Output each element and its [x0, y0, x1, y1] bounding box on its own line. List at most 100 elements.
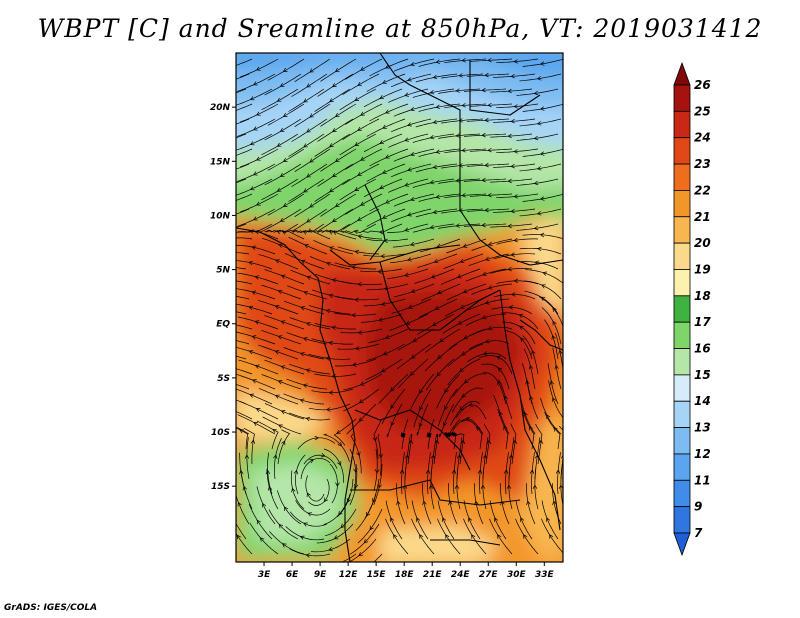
streamline: [444, 58, 487, 64]
streamline-arrow: [532, 484, 538, 489]
streamline-arrow: [306, 218, 311, 223]
streamline: [522, 103, 563, 112]
streamline: [446, 283, 487, 301]
streamline: [261, 284, 302, 300]
streamline-arrow: [360, 66, 365, 71]
streamline: [277, 429, 291, 465]
streamline: [314, 178, 351, 202]
streamline-arrow: [385, 109, 390, 114]
streamline: [288, 88, 325, 112]
streamline-arrow: [402, 484, 408, 489]
streamline-arrow: [254, 364, 260, 369]
streamline-arrow: [280, 365, 286, 370]
streamline: [266, 229, 305, 240]
colorbar-segment: [673, 163, 691, 191]
streamline-arrow: [415, 517, 421, 522]
streamline: [540, 397, 562, 435]
streamline-arrow: [357, 234, 363, 239]
streamline-arrow: [227, 169, 231, 173]
streamline: [444, 193, 487, 199]
streamline-arrow: [281, 543, 287, 548]
streamline: [385, 500, 403, 540]
streamline: [337, 478, 354, 518]
streamline: [407, 434, 413, 465]
streamline: [337, 296, 380, 301]
streamline: [526, 483, 536, 525]
streamline: [415, 208, 458, 218]
streamline: [464, 133, 507, 137]
streamline-arrow: [256, 519, 261, 525]
streamline-arrow: [305, 368, 311, 373]
streamline-arrow: [282, 112, 288, 117]
streamline-arrow: [552, 307, 557, 312]
streamline: [388, 178, 429, 193]
streamline: [261, 330, 302, 345]
credit-label: GrADS: IGES/COLA: [4, 603, 98, 613]
streamline: [236, 163, 276, 182]
streamline-arrow: [430, 454, 436, 460]
streamline: [415, 163, 458, 173]
streamline-arrow: [525, 379, 530, 385]
streamline-arrow: [520, 337, 525, 343]
streamline-arrow: [461, 393, 467, 398]
streamline-arrow: [513, 278, 519, 284]
streamline: [519, 118, 562, 127]
streamline-arrow: [539, 106, 545, 111]
streamline-arrow: [382, 169, 387, 174]
streamline: [286, 332, 328, 345]
streamline: [496, 238, 539, 245]
streamline: [390, 73, 432, 88]
streamline: [418, 103, 461, 112]
streamline: [258, 254, 299, 270]
streamline-arrow: [407, 167, 412, 172]
streamline: [515, 518, 539, 555]
streamline-arrow: [412, 337, 418, 342]
streamline: [236, 411, 253, 420]
streamline-arrow: [357, 81, 362, 86]
streamline-arrow: [541, 284, 546, 289]
streamline-arrow: [372, 436, 377, 442]
streamline: [236, 148, 253, 156]
streamline-arrow: [455, 223, 460, 228]
streamline: [363, 88, 403, 108]
streamline: [288, 178, 325, 202]
streamline: [448, 328, 487, 350]
streamline: [342, 118, 380, 140]
streamline-arrow: [253, 422, 258, 427]
streamline: [236, 223, 273, 233]
streamline-arrow: [228, 279, 232, 283]
streamline: [516, 133, 559, 141]
streamline-arrow: [459, 406, 464, 411]
streamline: [467, 118, 510, 122]
streamline-arrow: [539, 61, 545, 66]
streamline-arrow: [468, 402, 473, 407]
streamline-arrow: [328, 390, 334, 395]
streamline: [523, 348, 536, 390]
streamline-arrow: [328, 340, 333, 346]
streamline: [441, 118, 484, 124]
streamline: [264, 163, 302, 186]
streamline: [389, 253, 432, 264]
colorbar-level-label: 24: [694, 131, 711, 145]
streamline: [294, 58, 331, 82]
streamline: [519, 73, 562, 82]
streamline: [548, 380, 563, 419]
streamline: [517, 261, 559, 270]
streamline-arrow: [487, 192, 492, 198]
streamline-arrow: [484, 117, 489, 123]
streamline: [236, 118, 250, 125]
streamline-arrow: [331, 173, 337, 178]
streamline-arrow: [487, 57, 492, 63]
streamline: [288, 412, 331, 421]
streamline-arrow: [305, 416, 311, 422]
streamline: [443, 253, 484, 269]
streamline: [317, 118, 354, 142]
streamline: [314, 88, 351, 112]
streamline-arrow: [256, 201, 261, 206]
streamline: [339, 178, 377, 201]
streamline-arrow: [351, 312, 356, 318]
streamline: [236, 426, 250, 435]
map-panel: 20N 15N 10N 5N EQ 5S 10S 15S 3E 6E 9E 12E 15E 18E 21E…: [210, 52, 564, 580]
colorbar-level-label: 7: [694, 526, 703, 540]
streamline-arrow: [481, 315, 487, 320]
